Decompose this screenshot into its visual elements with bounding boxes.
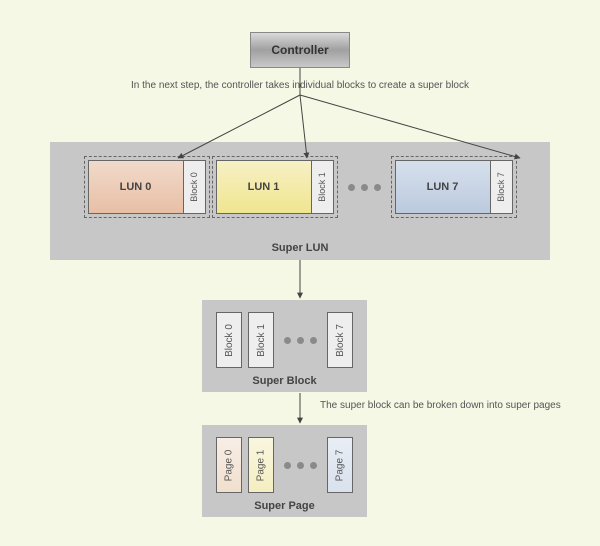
caption-right: The super block can be broken down into … <box>320 400 580 411</box>
dot-icon <box>284 337 291 344</box>
super-block-box: Block 0 Block 1 Block 7 Super Block <box>202 300 367 392</box>
block-ellipsis <box>280 337 321 344</box>
dot-icon <box>284 462 291 469</box>
super-page-row: Page 0 Page 1 Page 7 <box>216 437 353 493</box>
lun-0-block: Block 0 <box>183 161 205 213</box>
block-cell-1: Block 1 <box>248 312 274 368</box>
lun-1-label: LUN 1 <box>217 161 311 213</box>
super-block-row: Block 0 Block 1 Block 7 <box>216 312 353 368</box>
page-cell-7: Page 7 <box>327 437 353 493</box>
caption-top: In the next step, the controller takes i… <box>0 80 600 91</box>
block-cell-7: Block 7 <box>327 312 353 368</box>
page-cell-0: Page 0 <box>216 437 242 493</box>
dot-icon <box>374 184 381 191</box>
dot-icon <box>297 462 304 469</box>
page-ellipsis <box>280 462 321 469</box>
lun-1: LUN 1 Block 1 <box>216 160 334 214</box>
lun-7: LUN 7 Block 7 <box>395 160 513 214</box>
lun-1-block-label: Block 1 <box>317 172 327 202</box>
lun-7-block: Block 7 <box>490 161 512 213</box>
page-cell-0-label: Page 0 <box>224 449 235 481</box>
super-page-box: Page 0 Page 1 Page 7 Super Page <box>202 425 367 517</box>
page-cell-1: Page 1 <box>248 437 274 493</box>
lun-row: LUN 0 Block 0 LUN 1 Block 1 LUN 7 Block … <box>50 160 550 214</box>
dot-icon <box>297 337 304 344</box>
super-lun-label: Super LUN <box>50 242 550 254</box>
super-lun-box: LUN 0 Block 0 LUN 1 Block 1 LUN 7 Block … <box>50 142 550 260</box>
lun-ellipsis <box>344 184 385 191</box>
super-block-label: Super Block <box>202 375 367 387</box>
controller-label: Controller <box>271 43 328 57</box>
block-cell-0: Block 0 <box>216 312 242 368</box>
dot-icon <box>310 462 317 469</box>
dot-icon <box>348 184 355 191</box>
lun-7-block-label: Block 7 <box>496 172 506 202</box>
lun-1-block: Block 1 <box>311 161 333 213</box>
block-cell-0-label: Block 0 <box>224 324 235 357</box>
controller-box: Controller <box>250 32 350 68</box>
block-cell-1-label: Block 1 <box>256 324 267 357</box>
dot-icon <box>310 337 317 344</box>
block-cell-7-label: Block 7 <box>335 324 346 357</box>
lun-0: LUN 0 Block 0 <box>88 160 206 214</box>
dot-icon <box>361 184 368 191</box>
page-cell-7-label: Page 7 <box>335 449 346 481</box>
lun-0-label: LUN 0 <box>89 161 183 213</box>
lun-7-label: LUN 7 <box>396 161 490 213</box>
page-cell-1-label: Page 1 <box>256 449 267 481</box>
lun-0-block-label: Block 0 <box>189 172 199 202</box>
super-page-label: Super Page <box>202 500 367 512</box>
